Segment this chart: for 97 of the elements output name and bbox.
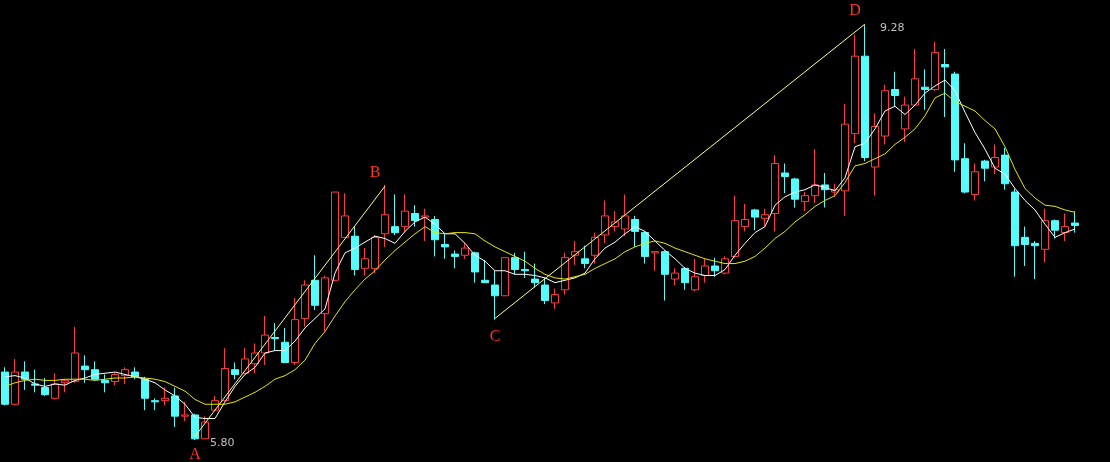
candlestick bbox=[1021, 226, 1029, 267]
candlestick bbox=[471, 251, 479, 284]
candlestick bbox=[1061, 213, 1069, 242]
candlestick bbox=[681, 266, 689, 291]
candlestick bbox=[141, 376, 149, 411]
candlestick bbox=[401, 193, 409, 234]
candlestick bbox=[161, 387, 169, 406]
candlestick bbox=[951, 71, 959, 173]
candlestick bbox=[971, 162, 979, 201]
annotation: 5.80 bbox=[210, 435, 235, 449]
candlestick bbox=[61, 378, 69, 393]
candlestick bbox=[1041, 208, 1049, 263]
candlestick bbox=[1001, 147, 1009, 191]
candlestick bbox=[151, 397, 159, 411]
candlestick bbox=[441, 233, 449, 260]
candlestick bbox=[781, 162, 789, 194]
candlestick bbox=[861, 24, 869, 162]
candlestick bbox=[11, 358, 19, 406]
candlestick bbox=[291, 297, 299, 366]
candlestick bbox=[691, 258, 699, 292]
candlestick bbox=[181, 401, 189, 422]
candlestick bbox=[221, 347, 229, 402]
candlestick bbox=[101, 373, 109, 393]
candlestick bbox=[811, 148, 819, 204]
candlestick bbox=[911, 48, 919, 107]
candlestick bbox=[371, 234, 379, 274]
candlestick bbox=[551, 288, 559, 310]
candlestick bbox=[71, 326, 79, 384]
candlestick bbox=[41, 377, 49, 397]
candlestick bbox=[961, 142, 969, 194]
candlestick bbox=[581, 245, 589, 269]
candlestick bbox=[921, 68, 929, 111]
candlestick bbox=[451, 249, 459, 269]
candlestick bbox=[481, 259, 489, 284]
candlestick bbox=[661, 249, 669, 302]
candlestick bbox=[321, 275, 329, 333]
candlestick bbox=[771, 154, 779, 232]
candlestick bbox=[531, 263, 539, 288]
candlestick bbox=[271, 322, 279, 352]
candlestick bbox=[601, 199, 609, 244]
candlestick bbox=[631, 215, 639, 248]
candlestick bbox=[881, 84, 889, 145]
candlestick bbox=[1011, 187, 1019, 278]
candlestick bbox=[201, 415, 209, 440]
candlestick bbox=[231, 362, 239, 380]
candlestick bbox=[51, 372, 59, 400]
candlestick bbox=[171, 387, 179, 428]
candlestick bbox=[351, 226, 359, 277]
candlestick bbox=[1051, 218, 1059, 240]
text: D bbox=[849, 0, 861, 18]
candlestick bbox=[361, 247, 369, 277]
candlestick bbox=[851, 34, 859, 144]
candlestick bbox=[501, 257, 509, 297]
candlestick bbox=[381, 184, 389, 248]
candlestick bbox=[311, 254, 319, 311]
candlestick bbox=[731, 195, 739, 259]
candlestick bbox=[841, 103, 849, 217]
candlestick bbox=[741, 203, 749, 232]
candlestick bbox=[511, 252, 519, 275]
annotation: 9.28 bbox=[880, 20, 905, 34]
candlestick bbox=[641, 230, 649, 265]
candlestick bbox=[761, 208, 769, 228]
candlestick bbox=[941, 48, 949, 118]
candlestick bbox=[871, 112, 879, 197]
candlestick bbox=[21, 360, 29, 391]
candlestick bbox=[671, 267, 679, 286]
annotation: C bbox=[489, 326, 501, 344]
candlestick bbox=[981, 159, 989, 182]
candlestick bbox=[461, 242, 469, 260]
candlestick bbox=[411, 204, 419, 228]
candlestick bbox=[651, 251, 659, 272]
candlestick bbox=[801, 191, 809, 212]
annotation: B bbox=[369, 162, 381, 180]
candlestick bbox=[621, 193, 629, 237]
candlestick bbox=[751, 208, 759, 231]
candlestick bbox=[1071, 210, 1079, 234]
candlestick bbox=[391, 193, 399, 236]
text: A bbox=[189, 444, 202, 462]
candlestick bbox=[991, 143, 999, 175]
candlestick bbox=[891, 71, 899, 107]
candlestick bbox=[931, 41, 939, 92]
candlestick bbox=[1, 366, 9, 406]
candlestick bbox=[81, 354, 89, 384]
candlestick bbox=[421, 208, 429, 242]
candlestick bbox=[191, 413, 199, 441]
candlestick bbox=[341, 192, 349, 238]
candlestick bbox=[1031, 240, 1039, 280]
candlestick bbox=[541, 277, 549, 305]
candlestick bbox=[591, 232, 599, 265]
candlestick bbox=[521, 251, 529, 279]
candlestick bbox=[491, 270, 499, 321]
candlestick bbox=[711, 257, 719, 278]
candlestick bbox=[281, 327, 289, 364]
candlestick bbox=[331, 191, 339, 282]
candlestick bbox=[901, 96, 909, 143]
candlestick bbox=[301, 279, 309, 328]
candlestick bbox=[791, 177, 799, 209]
